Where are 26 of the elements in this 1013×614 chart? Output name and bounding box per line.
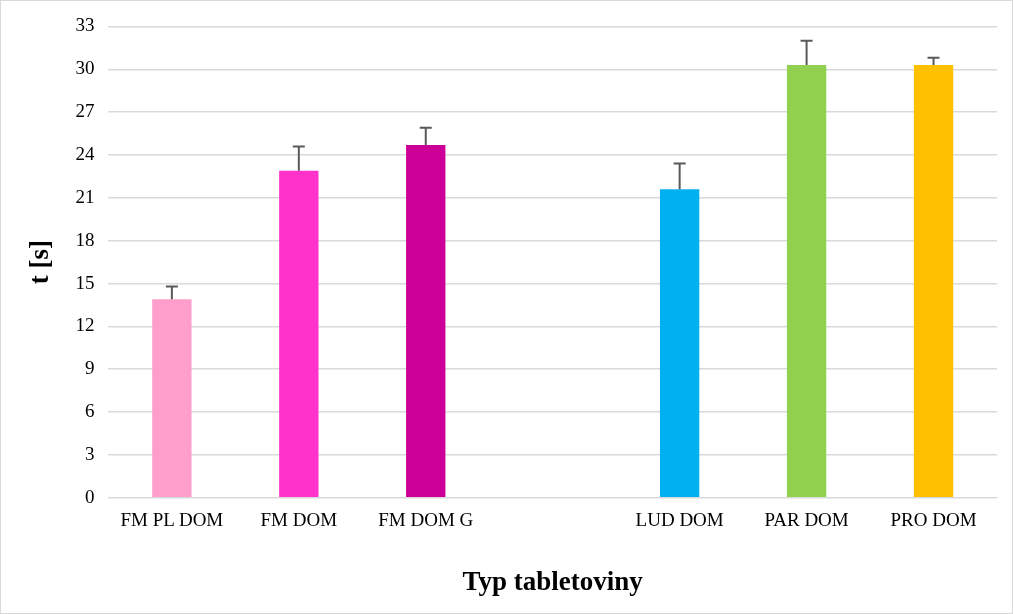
x-tick-label: FM DOM [260,509,338,531]
bar [659,189,700,498]
bar [913,64,954,498]
x-axis-title: Typ tabletoviny [462,565,644,596]
x-tick-label: PAR DOM [764,509,849,531]
y-axis-title: t [s] [24,239,55,285]
bar [279,170,319,498]
y-tick-label: 30 [75,57,95,79]
y-tick-label: 15 [75,271,95,293]
x-tick-label: FM DOM G [378,509,474,531]
x-tick-label: PRO DOM [890,509,977,531]
y-tick-label: 0 [84,485,95,507]
y-tick-label: 3 [84,442,95,464]
y-tick-label: 6 [84,400,95,422]
y-tick-label: 21 [75,185,95,207]
y-tick-label: 18 [75,228,95,250]
bar [786,64,827,498]
y-tick-label: 24 [75,142,95,164]
x-tick-label: FM PL DOM [120,509,224,531]
x-tick-label: LUD DOM [635,509,724,531]
bar [152,299,192,498]
y-tick-label: 27 [75,100,95,122]
y-tick-label: 33 [75,14,95,36]
bar [406,144,446,498]
y-tick-label: 9 [84,357,95,379]
y-tick-label: 12 [75,314,95,336]
